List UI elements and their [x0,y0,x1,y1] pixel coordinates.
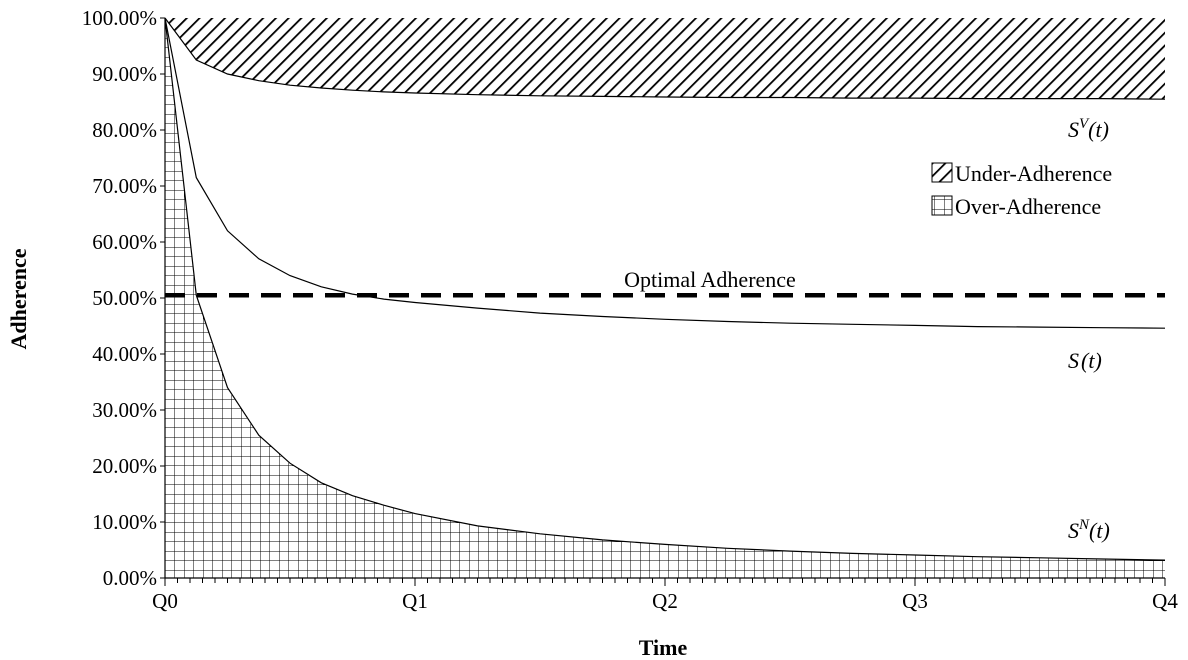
y-tick-label: 10.00% [92,510,157,534]
x-tick-label: Q0 [152,589,178,613]
y-tick-label: 80.00% [92,118,157,142]
x-tick-label: Q1 [402,589,428,613]
s-curve-label: S(t) [1068,348,1102,373]
x-tick-label: Q2 [652,589,678,613]
sv-curve-label: SV(t) [1068,116,1109,142]
sv-curve [164,17,1166,100]
y-tick-label: 40.00% [92,342,157,366]
x-tick-label: Q4 [1152,589,1178,613]
s-curve [164,17,1166,329]
y-tick-label: 90.00% [92,62,157,86]
sn-curve-label: SN(t) [1068,517,1110,543]
x-axis-title: Time [639,635,688,660]
legend-label-under-adherence: Under-Adherence [955,161,1112,186]
x-axis: Q0 Q1 Q2 Q3 Q4 [152,577,1178,613]
over-adherence-area [165,18,1165,578]
y-tick-label: 60.00% [92,230,157,254]
legend-swatch-over-adherence [931,195,953,216]
y-tick-label: 100.00% [82,6,157,30]
curve-labels: SV(t) S(t) SN(t) [1068,116,1110,543]
legend-swatch-under-adherence [931,162,953,183]
y-tick-label: 30.00% [92,398,157,422]
legend-label-over-adherence: Over-Adherence [955,194,1101,219]
y-tick-label: 0.00% [103,566,157,590]
y-tick-label: 20.00% [92,454,157,478]
under-adherence-area [165,18,1165,100]
y-tick-label: 50.00% [92,286,157,310]
legend: Under-Adherence Over-Adherence [931,161,1112,219]
x-tick-label: Q3 [902,589,928,613]
optimal-adherence-label: Optimal Adherence [624,267,796,292]
sn-curve [164,17,1166,561]
y-axis-title: Adherence [6,248,31,349]
y-tick-label: 70.00% [92,174,157,198]
y-axis: 0.00% 10.00% 20.00% 30.00% 40.00% 50.00% 60.00… [82,6,166,590]
